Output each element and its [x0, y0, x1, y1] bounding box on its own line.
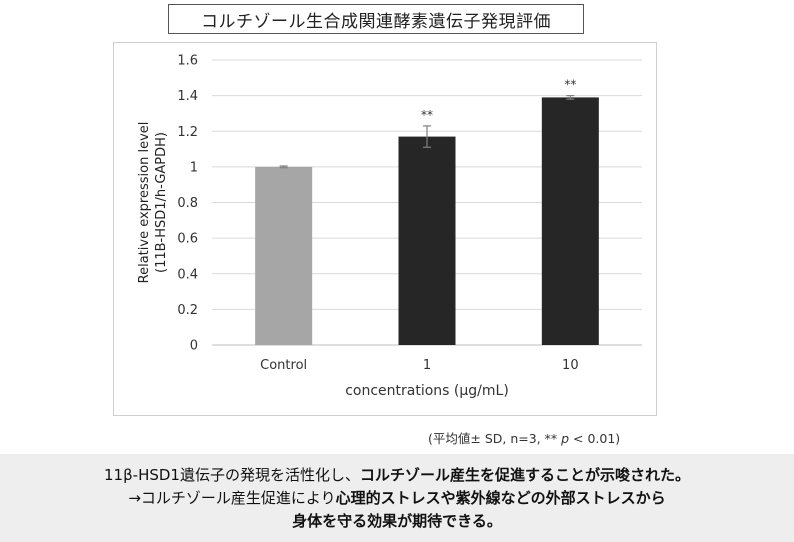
summary-line-1-normal: 11β-HSD1遺伝子の発現を活性化し、	[104, 465, 360, 484]
y-tick-label: 0	[190, 339, 198, 354]
y-tick-label: 0.4	[177, 267, 198, 282]
summary-line-1-bold: コルチゾール産生を促進することが示唆された。	[359, 465, 690, 484]
note-p: p	[561, 431, 570, 446]
summary-line-1: 11β-HSD1遺伝子の発現を活性化し、コルチゾール産生を促進することが示唆され…	[104, 464, 690, 487]
bar-1	[398, 136, 456, 345]
y-axis-title-line-1: Relative expression level	[137, 122, 152, 284]
bar-chart: 0 0.2 0.4 0.6 0.8 1 1.2 1.4 1.6 Control ** 1 ** 10 con…	[137, 54, 642, 399]
x-category-label: 10	[562, 358, 579, 373]
y-tick-label: 1	[190, 160, 198, 175]
y-tick-label: 0.2	[177, 303, 198, 318]
chart-title: コルチゾール生合成関連酵素遺伝子発現評価	[168, 4, 584, 34]
x-category-label: 1	[423, 358, 431, 373]
bar-control	[255, 166, 313, 345]
summary-line-3: 身体を守る効果が期待できる。	[292, 510, 502, 533]
x-axis-title: concentrations (μg/mL)	[345, 383, 509, 399]
summary-line-2: →コルチゾール産生促進により心理的ストレスや紫外線などの外部ストレスから	[128, 487, 665, 510]
note-prefix: (平均値± SD, n=3, **	[428, 431, 562, 446]
y-tick-label: 0.8	[177, 196, 198, 211]
statistics-note: (平均値± SD, n=3, ** p < 0.01)	[428, 428, 620, 447]
significance-marker: **	[421, 108, 433, 122]
significance-marker: **	[564, 78, 576, 92]
y-tick-label: 1.4	[177, 89, 198, 104]
summary-line-2-normal: →コルチゾール産生促進により	[128, 488, 336, 507]
x-category-label: Control	[260, 358, 307, 373]
summary-line-3-bold: 身体を守る効果が期待できる。	[292, 511, 502, 530]
summary-line-2-bold: 心理的ストレスや紫外線などの外部ストレスから	[335, 488, 666, 507]
y-axis-title-line-2: (11B-HSD1/h-GAPDH)	[154, 132, 169, 273]
note-suffix: < 0.01)	[569, 431, 621, 446]
summary-panel: 11β-HSD1遺伝子の発現を活性化し、コルチゾール産生を促進することが示唆され…	[0, 454, 794, 542]
chart-frame: 0 0.2 0.4 0.6 0.8 1 1.2 1.4 1.6 Control ** 1 ** 10 con…	[113, 42, 657, 416]
y-tick-label: 1.2	[177, 125, 198, 140]
y-tick-label: 0.6	[177, 232, 198, 247]
y-tick-label: 1.6	[177, 54, 198, 69]
bar-10	[541, 97, 599, 345]
